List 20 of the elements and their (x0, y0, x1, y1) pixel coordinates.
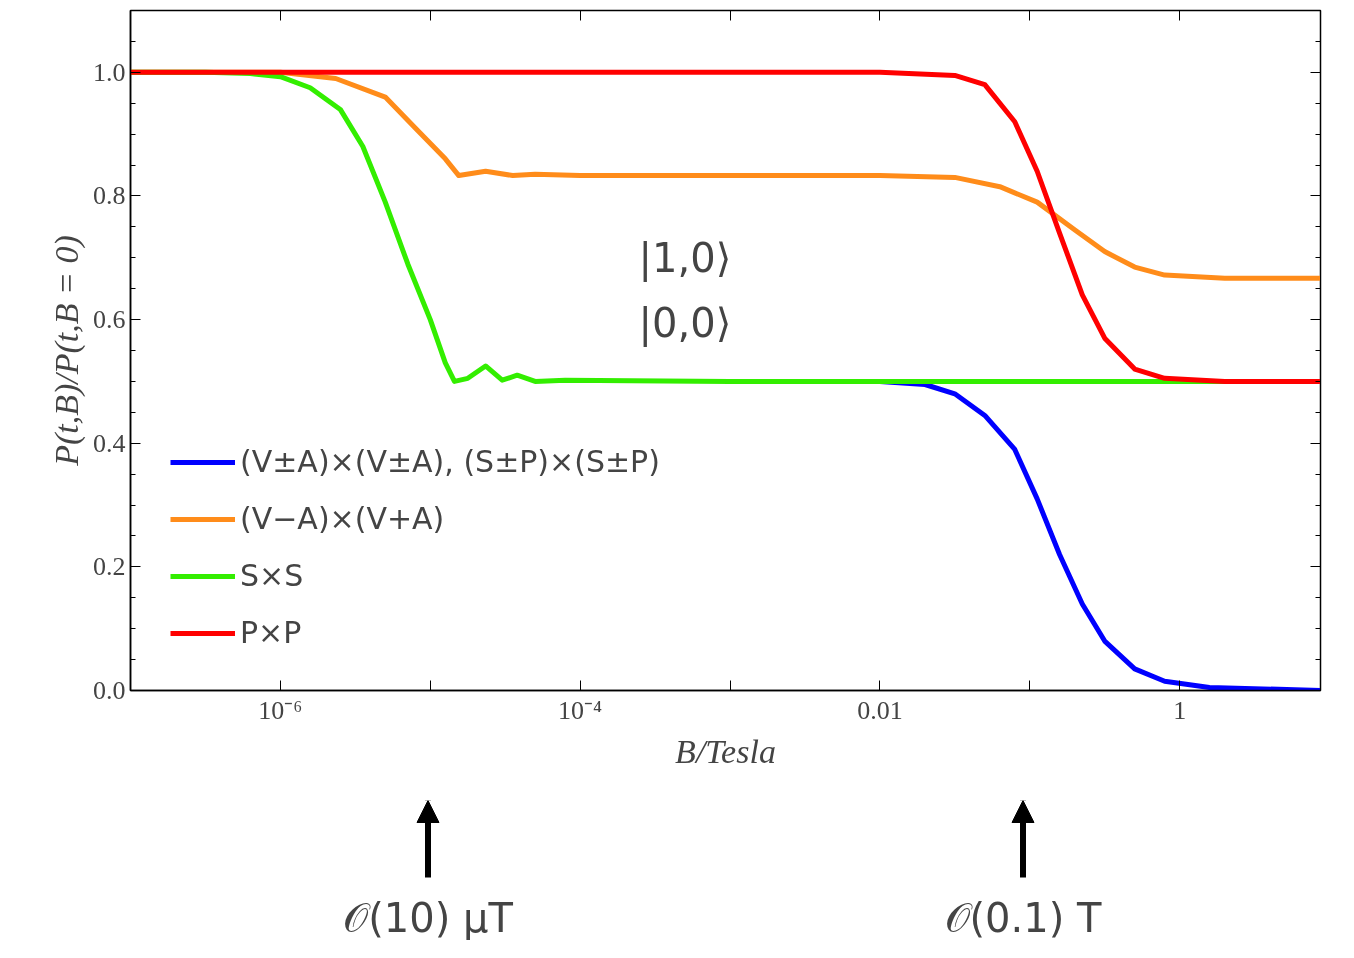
y-tick-label: 0.4 (93, 428, 126, 458)
x-tick-label: 10⁻⁴ (558, 695, 603, 725)
x-tick-label: 0.01 (857, 695, 903, 725)
y-tick-label: 0.6 (93, 305, 126, 335)
legend-label: (V−A)×(V+A) (240, 501, 445, 536)
legend-label: P×P (240, 615, 302, 650)
y-tick-label: 1.0 (93, 57, 126, 87)
y-axis-title: P(t,B)/P(t,B = 0) (48, 235, 86, 467)
annotation: |1,0⟩ (638, 234, 732, 282)
legend-label: (V±A)×(V±A), (S±P)×(S±P) (240, 444, 660, 479)
x-axis-title: B/Tesla (675, 732, 776, 770)
y-tick-label: 0.0 (93, 676, 126, 705)
x-tick-label: 1 (1173, 695, 1187, 725)
legend-label: S×S (240, 558, 304, 593)
x-tick-label: 10⁻⁶ (258, 695, 303, 725)
annotation: |0,0⟩ (638, 299, 732, 347)
y-tick-label: 0.8 (93, 181, 126, 211)
text: 𝒪(10) μT (343, 894, 514, 941)
y-tick-label: 0.2 (93, 552, 126, 582)
text: 𝒪(0.1) T (944, 894, 1103, 941)
